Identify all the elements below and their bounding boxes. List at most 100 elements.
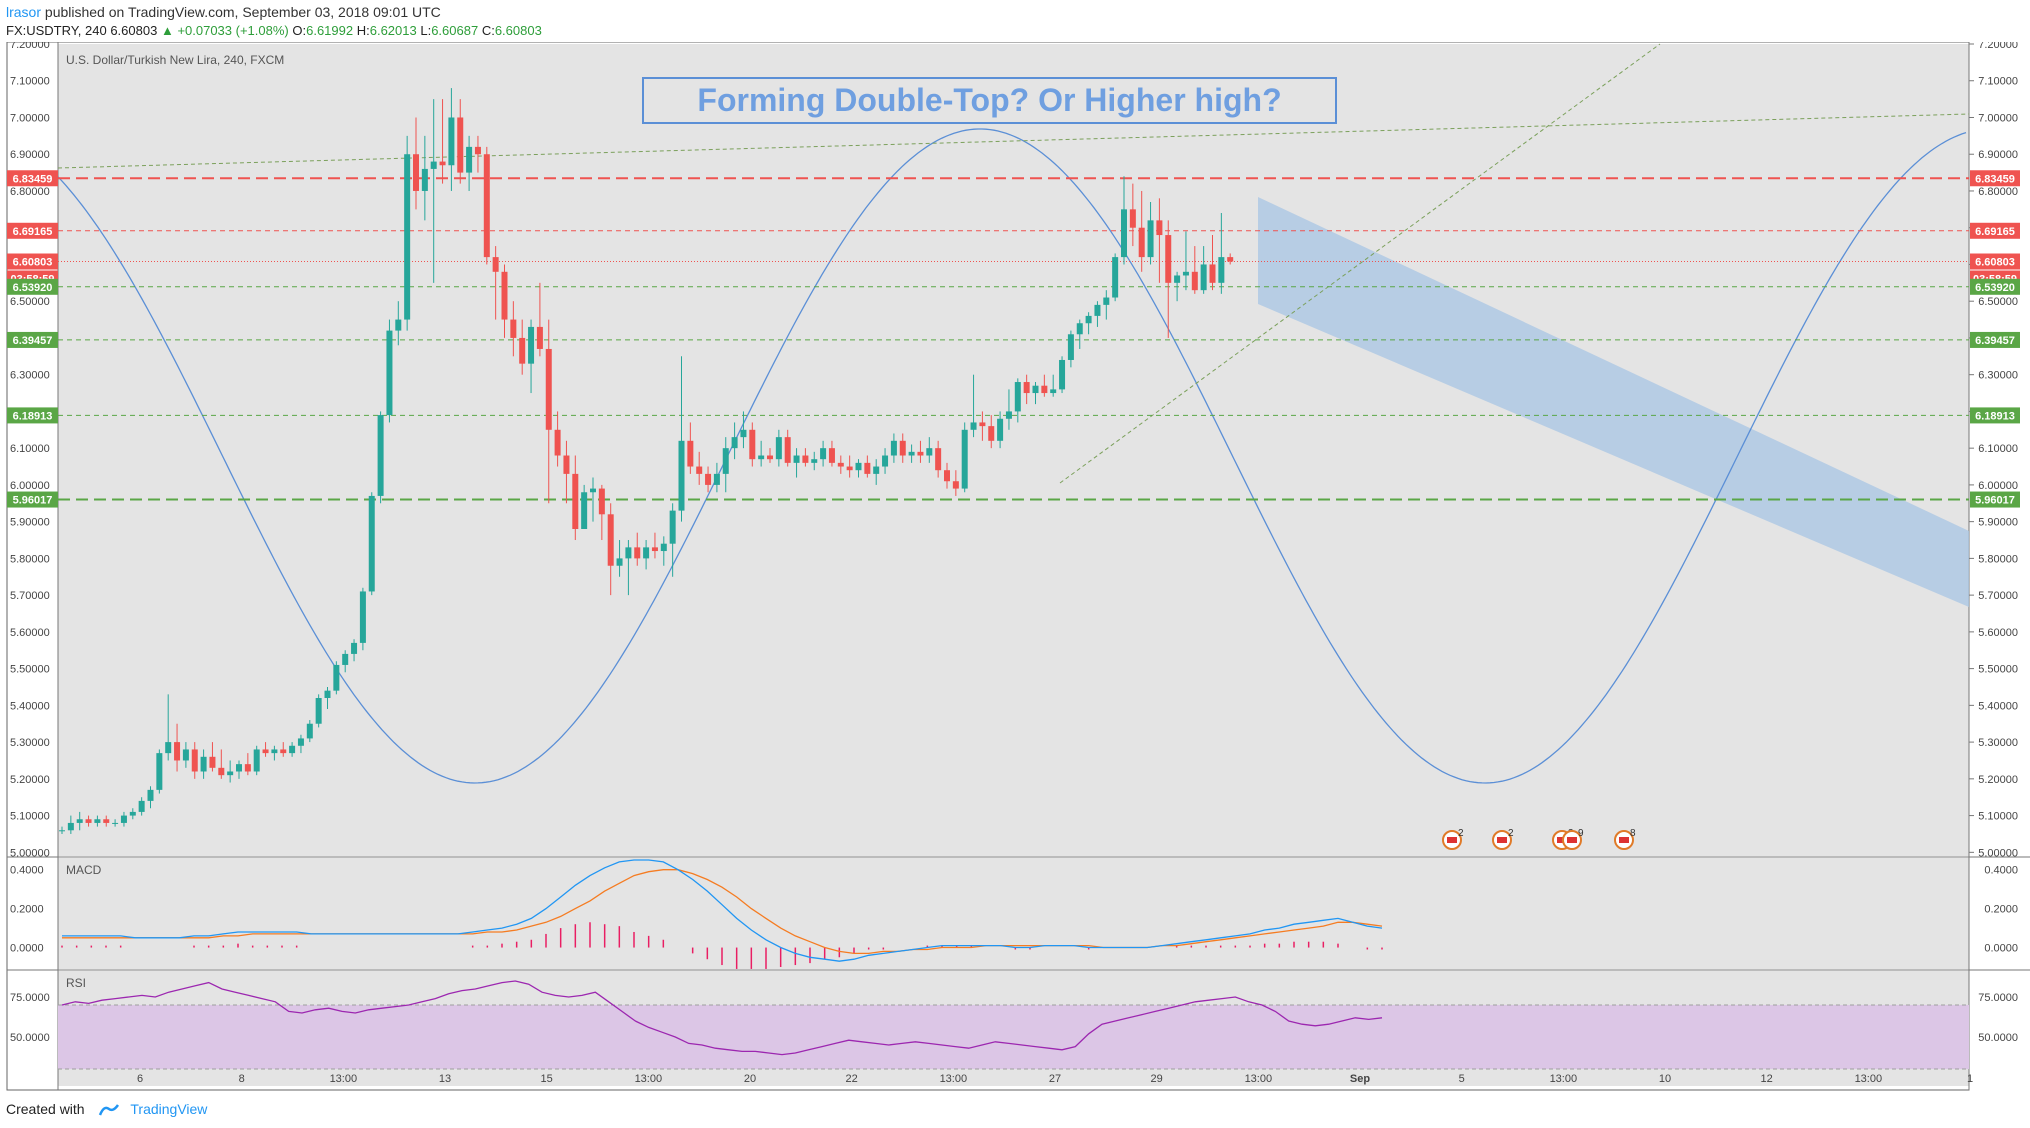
us-flag-icon [1447,837,1457,843]
high-label: H: [356,23,370,38]
candle-up [351,642,358,654]
candle-up [315,698,322,724]
rsi-tick-right: 75.0000 [1978,992,2018,1004]
macd-tick-left: 0.2000 [10,904,44,916]
candle-down [899,440,906,456]
x-tick-label: 13:00 [940,1073,968,1085]
candle-down [784,437,791,463]
candle-up [359,591,366,643]
candle-up [1059,359,1066,390]
x-tick-label: 8 [239,1073,245,1085]
candle-down [935,448,942,471]
candle-down [979,422,986,427]
y-tick-right: 5.60000 [1978,627,2018,639]
annotation-box[interactable]: Forming Double-Top? Or Higher high? [642,77,1337,124]
candle-down [174,742,181,761]
candle-up [1067,334,1074,360]
x-tick-label: 13:00 [635,1073,663,1085]
price-chart[interactable]: 7.20000 7.20000 7.10000 7.10000 7.00000 7.000… [0,39,2030,1092]
x-tick-label: 13:00 [1550,1073,1578,1085]
candle-down [457,117,464,173]
candle-up [324,690,331,699]
candle-up [112,822,119,824]
tradingview-brand[interactable]: TradingView [130,1101,208,1117]
price-tag-left [7,407,58,424]
candle-up [713,473,720,485]
candle-up [138,800,145,812]
candle-down [634,547,641,559]
candle-down [767,455,773,460]
candle-up [590,488,596,493]
candle-up [1182,271,1189,276]
high-value: 6.62013 [369,23,417,38]
x-tick-label: 1 [1967,1073,1973,1085]
candle-up [873,466,880,474]
x-tick-label: 13 [439,1073,451,1085]
candle-down [519,337,526,364]
chart-title: U.S. Dollar/Turkish New Lira, 240, FXCM [66,53,284,67]
candle-up [1147,220,1154,258]
candle-up [660,543,667,552]
x-tick-label: 13:00 [1855,1073,1883,1085]
macd-pane-bg [58,858,1969,969]
y-tick-left: 5.50000 [10,664,50,676]
y-tick-left: 6.90000 [10,149,50,161]
candle-up [76,819,83,823]
candle-down [607,514,614,566]
candle-up [94,819,101,823]
candle-up [129,811,136,816]
y-tick-left: 6.30000 [10,370,50,382]
candle-up [156,753,163,790]
price-tag-right-text: 6.69165 [1975,226,2015,238]
y-tick-right: 5.10000 [1978,811,2018,823]
candle-up [147,789,154,801]
publish-info: lrasor published on TradingView.com, Sep… [6,2,441,22]
x-tick-label: 10 [1659,1073,1671,1085]
candle-up [616,558,623,566]
price-change: +0.07033 (+1.08%) [177,23,289,38]
x-tick-label: 15 [541,1073,553,1085]
candle-up [377,415,384,496]
x-tick-label: 20 [744,1073,756,1085]
tradingview-logo-icon [99,1104,120,1116]
candle-up [970,422,977,430]
candle-up [200,756,207,772]
candle-up [678,440,685,511]
y-tick-right: 5.30000 [1978,737,2018,749]
x-tick-label: 13:00 [1245,1073,1273,1085]
price-tag-left-text: 6.18913 [13,410,53,422]
candle-up [368,495,375,592]
macd-title: MACD [66,863,102,877]
y-tick-right: 7.20000 [1978,42,2018,51]
x-tick-label: Sep [1350,1073,1370,1085]
event-count: 8 [1630,828,1636,839]
author-link[interactable]: lrasor [6,4,42,20]
y-tick-left: 6.80000 [10,186,50,198]
chart-container[interactable]: 7.20000 7.20000 7.10000 7.10000 7.00000 7.000… [0,39,2030,1092]
candle-up [882,455,889,467]
us-flag-icon [1497,837,1507,843]
candle-up [271,749,278,754]
macd-line [62,859,1383,962]
candle-down [1138,227,1145,258]
candle-down [218,767,225,776]
y-tick-right: 6.50000 [1978,296,2018,308]
x-tick-label: 6 [137,1073,143,1085]
macd-tick-left: 0.4000 [10,865,44,877]
symbol-label: FX:USDTRY, 240 [6,23,107,38]
event-count: 2 [1508,828,1514,839]
candle-up [59,830,65,832]
price-tag-left-text: 6.69165 [13,226,53,238]
candle-down [244,764,251,772]
candle-down [1129,209,1136,228]
candle-down [1156,220,1163,236]
candle-down [483,154,490,258]
x-tick-label: 12 [1761,1073,1773,1085]
candle-up [395,319,402,331]
candle-down [545,348,552,430]
price-tag-left-text: 6.83459 [13,173,53,185]
price-tag-right-text: 6.83459 [1975,173,2015,185]
candle-up [528,326,535,364]
footer: Created with TradingView [6,1099,207,1119]
candle-down [501,271,508,320]
